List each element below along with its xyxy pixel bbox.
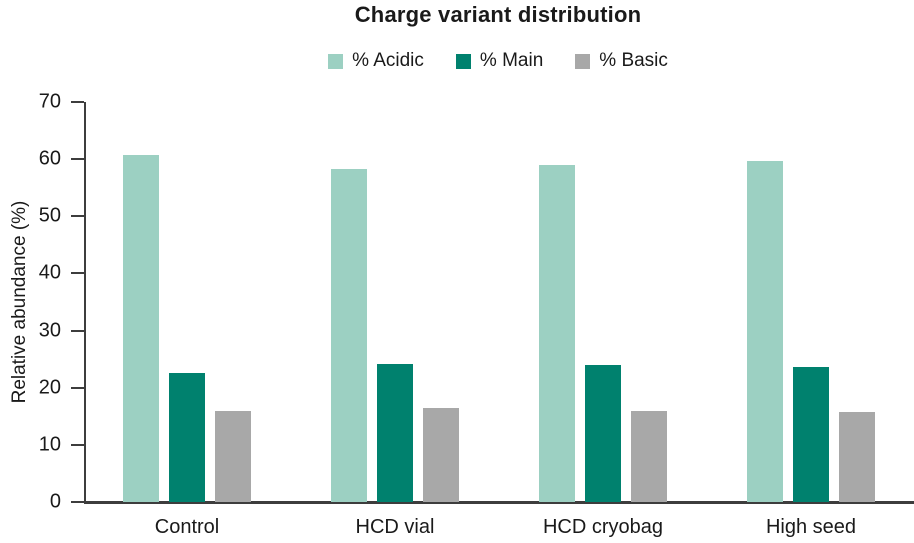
x-axis-line	[84, 501, 914, 504]
y-axis-tick	[71, 329, 84, 332]
bar	[585, 365, 621, 502]
plot-area: Relative abundance (%) 0 10 20 30 40 50 60 70 Co…	[9, 91, 914, 538]
bar	[631, 410, 667, 502]
x-axis-label: High seed	[765, 516, 857, 538]
y-axis-tick-label: 20	[38, 376, 61, 399]
legend-label: % Basic	[599, 50, 668, 71]
y-axis-tick	[71, 215, 84, 218]
legend-item: % Acidic	[328, 50, 424, 72]
y-axis-tick-label: 70	[38, 90, 61, 113]
legend: % Acidic % Main % Basic	[84, 50, 912, 72]
bar	[215, 411, 251, 502]
bar	[539, 164, 575, 502]
x-axis-label: Control	[154, 516, 220, 538]
bar	[839, 412, 875, 502]
legend-label: % Main	[479, 50, 544, 71]
x-axis-label: HCD vial	[355, 516, 435, 538]
legend-swatch-icon	[575, 53, 591, 69]
y-axis-tick-label: 40	[38, 261, 61, 284]
y-axis-tick	[71, 272, 84, 275]
y-axis-tick	[71, 101, 84, 103]
y-axis-title: Relative abundance (%)	[9, 200, 30, 404]
legend-item: % Basic	[575, 50, 668, 72]
y-axis-tick	[71, 386, 84, 389]
bar	[331, 169, 367, 502]
y-axis-tick	[71, 158, 84, 161]
y-axis-tick-label: 50	[38, 204, 61, 227]
y-axis-tick-label: 10	[38, 433, 61, 456]
bar	[169, 373, 205, 502]
y-axis-tick	[71, 443, 84, 446]
legend-item: % Main	[455, 50, 544, 72]
legend-swatch-icon	[455, 53, 471, 69]
y-axis-tick-label: 60	[38, 147, 61, 170]
y-axis-tick-label: 30	[38, 319, 61, 342]
bar	[377, 363, 413, 502]
bar	[423, 408, 459, 502]
legend-label: % Acidic	[352, 50, 424, 71]
y-axis-tick	[71, 501, 84, 503]
chart-title: Charge variant distribution	[354, 2, 642, 27]
bar	[747, 161, 783, 502]
x-axis-label: HCD cryobag	[542, 516, 664, 538]
bar	[123, 155, 159, 502]
bar	[793, 367, 829, 502]
y-axis-tick-label: 0	[49, 490, 61, 513]
legend-swatch-icon	[328, 53, 344, 69]
